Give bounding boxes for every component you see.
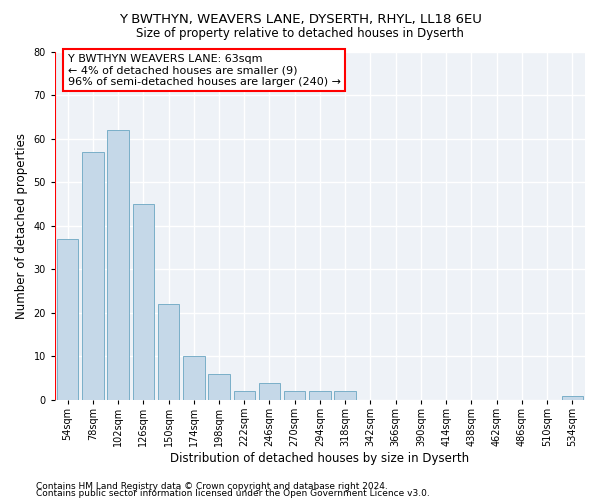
Bar (107, 130, 129, 400)
Bar (82, 152, 104, 400)
Bar (208, 374, 230, 400)
Text: Contains HM Land Registry data © Crown copyright and database right 2024.: Contains HM Land Registry data © Crown c… (36, 482, 388, 491)
Bar (334, 392, 356, 400)
Bar (133, 204, 154, 400)
Bar (284, 392, 305, 400)
Y-axis label: Number of detached properties: Number of detached properties (15, 132, 28, 319)
Text: Contains public sector information licensed under the Open Government Licence v3: Contains public sector information licen… (36, 490, 430, 498)
Bar (309, 392, 331, 400)
Bar (57, 239, 79, 400)
Bar (259, 382, 280, 400)
Text: Y BWTHYN, WEAVERS LANE, DYSERTH, RHYL, LL18 6EU: Y BWTHYN, WEAVERS LANE, DYSERTH, RHYL, L… (119, 12, 481, 26)
Text: Size of property relative to detached houses in Dyserth: Size of property relative to detached ho… (136, 28, 464, 40)
Bar (233, 392, 255, 400)
X-axis label: Distribution of detached houses by size in Dyserth: Distribution of detached houses by size … (170, 452, 470, 465)
Bar (183, 356, 205, 400)
Text: Y BWTHYN WEAVERS LANE: 63sqm
← 4% of detached houses are smaller (9)
96% of semi: Y BWTHYN WEAVERS LANE: 63sqm ← 4% of det… (68, 54, 341, 87)
Bar (562, 396, 583, 400)
Bar (158, 304, 179, 400)
